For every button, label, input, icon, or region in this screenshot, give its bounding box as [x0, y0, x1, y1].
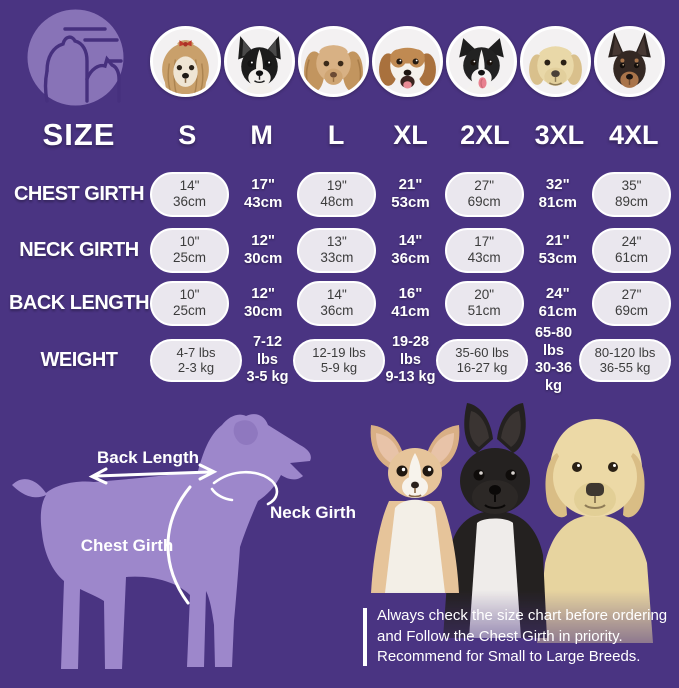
breed-photo-s: [150, 26, 221, 97]
col-header-m: M: [250, 119, 273, 150]
breed-photo-3xl: [520, 26, 591, 97]
size-header-row: SIZE S M L XL 2XL 3XL 4XL: [8, 112, 671, 158]
weight-4xl: 80-120 lbs 36-55 kg: [579, 338, 671, 382]
note-text: Always check the size chart before order…: [377, 606, 675, 668]
doberman-photo: [608, 32, 651, 88]
row-label-chest-girth: CHEST GIRTH: [13, 182, 145, 205]
breed-photo-l: [298, 26, 369, 97]
weight-3xl: 65-80 lbs 30-36 kg: [534, 325, 573, 395]
note-line-3: Recommend for Small to Large Breeds.: [377, 648, 641, 665]
weight-row: WEIGHT 4-7 lbs 2-3 kg 7-12 lbs 3-5 kg 12-1…: [8, 325, 671, 394]
col-header-3xl: 3XL: [534, 119, 585, 150]
col-header-l: L: [327, 119, 345, 150]
col-header-s: S: [178, 119, 197, 150]
neck-girth-m: 12" 30cm: [243, 231, 283, 267]
labrador-photo: [529, 46, 582, 86]
dogs-photo-group: [349, 393, 679, 683]
back-length-2xl: 20" 51cm: [444, 280, 524, 326]
neck-girth-l: 13" 33cm: [297, 227, 377, 273]
shih-tzu-photo: [162, 40, 209, 94]
dog-cat-logo-icon: [27, 9, 124, 106]
weight-2xl: 35-60 lbs 16-27 kg: [436, 338, 528, 382]
col-header-4xl: 4XL: [609, 119, 659, 150]
weight-s: 4-7 lbs 2-3 kg: [150, 338, 242, 382]
row-label-weight: WEIGHT: [40, 348, 119, 371]
neck-girth-s: 10" 25cm: [150, 227, 229, 273]
note-divider: [363, 608, 367, 666]
back-length-l: 14" 36cm: [297, 280, 377, 326]
breed-photo-m: [224, 26, 295, 97]
note-line-1: Always check the size chart before order…: [377, 607, 668, 624]
chest-girth-m: 17" 43cm: [243, 175, 283, 211]
back-length-s: 10" 25cm: [150, 280, 229, 326]
breed-photo-xl: [372, 26, 443, 97]
breed-photo-2xl: [446, 26, 517, 97]
row-label-back-length: BACK LENGTH: [8, 291, 150, 314]
breed-photo-4xl: [594, 26, 665, 97]
measurement-diagram: Back Length Neck Girth Chest Girth: [0, 383, 360, 679]
back-length-m: 12" 30cm: [243, 284, 283, 320]
brand-logo: [27, 9, 124, 106]
cocker-spaniel-photo: [304, 45, 363, 93]
chihuahua-photo: [370, 425, 460, 593]
row-label-neck-girth: NECK GIRTH: [19, 238, 139, 261]
col-header-xl: XL: [393, 119, 428, 150]
labrador-photo-large: [537, 419, 653, 643]
dog-silhouette-icon: Back Length Neck Girth Chest Girth: [12, 414, 356, 669]
french-bulldog-photo: [443, 403, 547, 638]
back-length-3xl: 24" 61cm: [538, 284, 578, 320]
neck-girth-4xl: 24" 61cm: [592, 227, 671, 273]
boston-terrier-photo: [238, 36, 281, 94]
weight-xl: 19-28 lbs 9-13 kg: [385, 333, 436, 386]
neck-girth-3xl: 21" 53cm: [538, 231, 578, 267]
chest-girth-row: CHEST GIRTH 14" 36cm 17" 43cm 19" 48cm 21" 5…: [8, 168, 671, 220]
diagram-back-length-label: Back Length: [97, 448, 199, 467]
border-collie-photo: [459, 38, 504, 94]
beagle-photo: [379, 47, 436, 89]
chest-girth-3xl: 32" 81cm: [538, 175, 578, 211]
back-length-4xl: 27" 69cm: [592, 280, 671, 326]
neck-girth-2xl: 17" 43cm: [444, 227, 524, 273]
chest-girth-4xl: 35" 89cm: [592, 171, 671, 217]
back-length-xl: 16" 41cm: [391, 284, 430, 320]
diagram-neck-girth-label: Neck Girth: [270, 503, 356, 522]
col-header-2xl: 2XL: [460, 119, 510, 150]
chest-girth-l: 19" 48cm: [297, 171, 377, 217]
chest-girth-2xl: 27" 69cm: [444, 171, 524, 217]
weight-m: 7-12 lbs 3-5 kg: [246, 333, 289, 386]
diagram-chest-girth-label: Chest Girth: [81, 536, 174, 555]
chest-girth-xl: 21" 53cm: [391, 175, 430, 211]
size-column-title: SIZE: [42, 117, 116, 152]
neck-girth-row: NECK GIRTH 10" 25cm 12" 30cm 13" 33cm 14" 36…: [8, 224, 671, 276]
chest-girth-s: 14" 36cm: [150, 171, 229, 217]
back-length-row: BACK LENGTH 10" 25cm 12" 30cm 14" 36cm 16" 4…: [8, 278, 671, 328]
neck-girth-xl: 14" 36cm: [391, 231, 430, 267]
note-line-2: and Follow the Chest Girth in priority.: [377, 627, 623, 645]
weight-l: 12-19 lbs 5-9 kg: [293, 338, 385, 382]
